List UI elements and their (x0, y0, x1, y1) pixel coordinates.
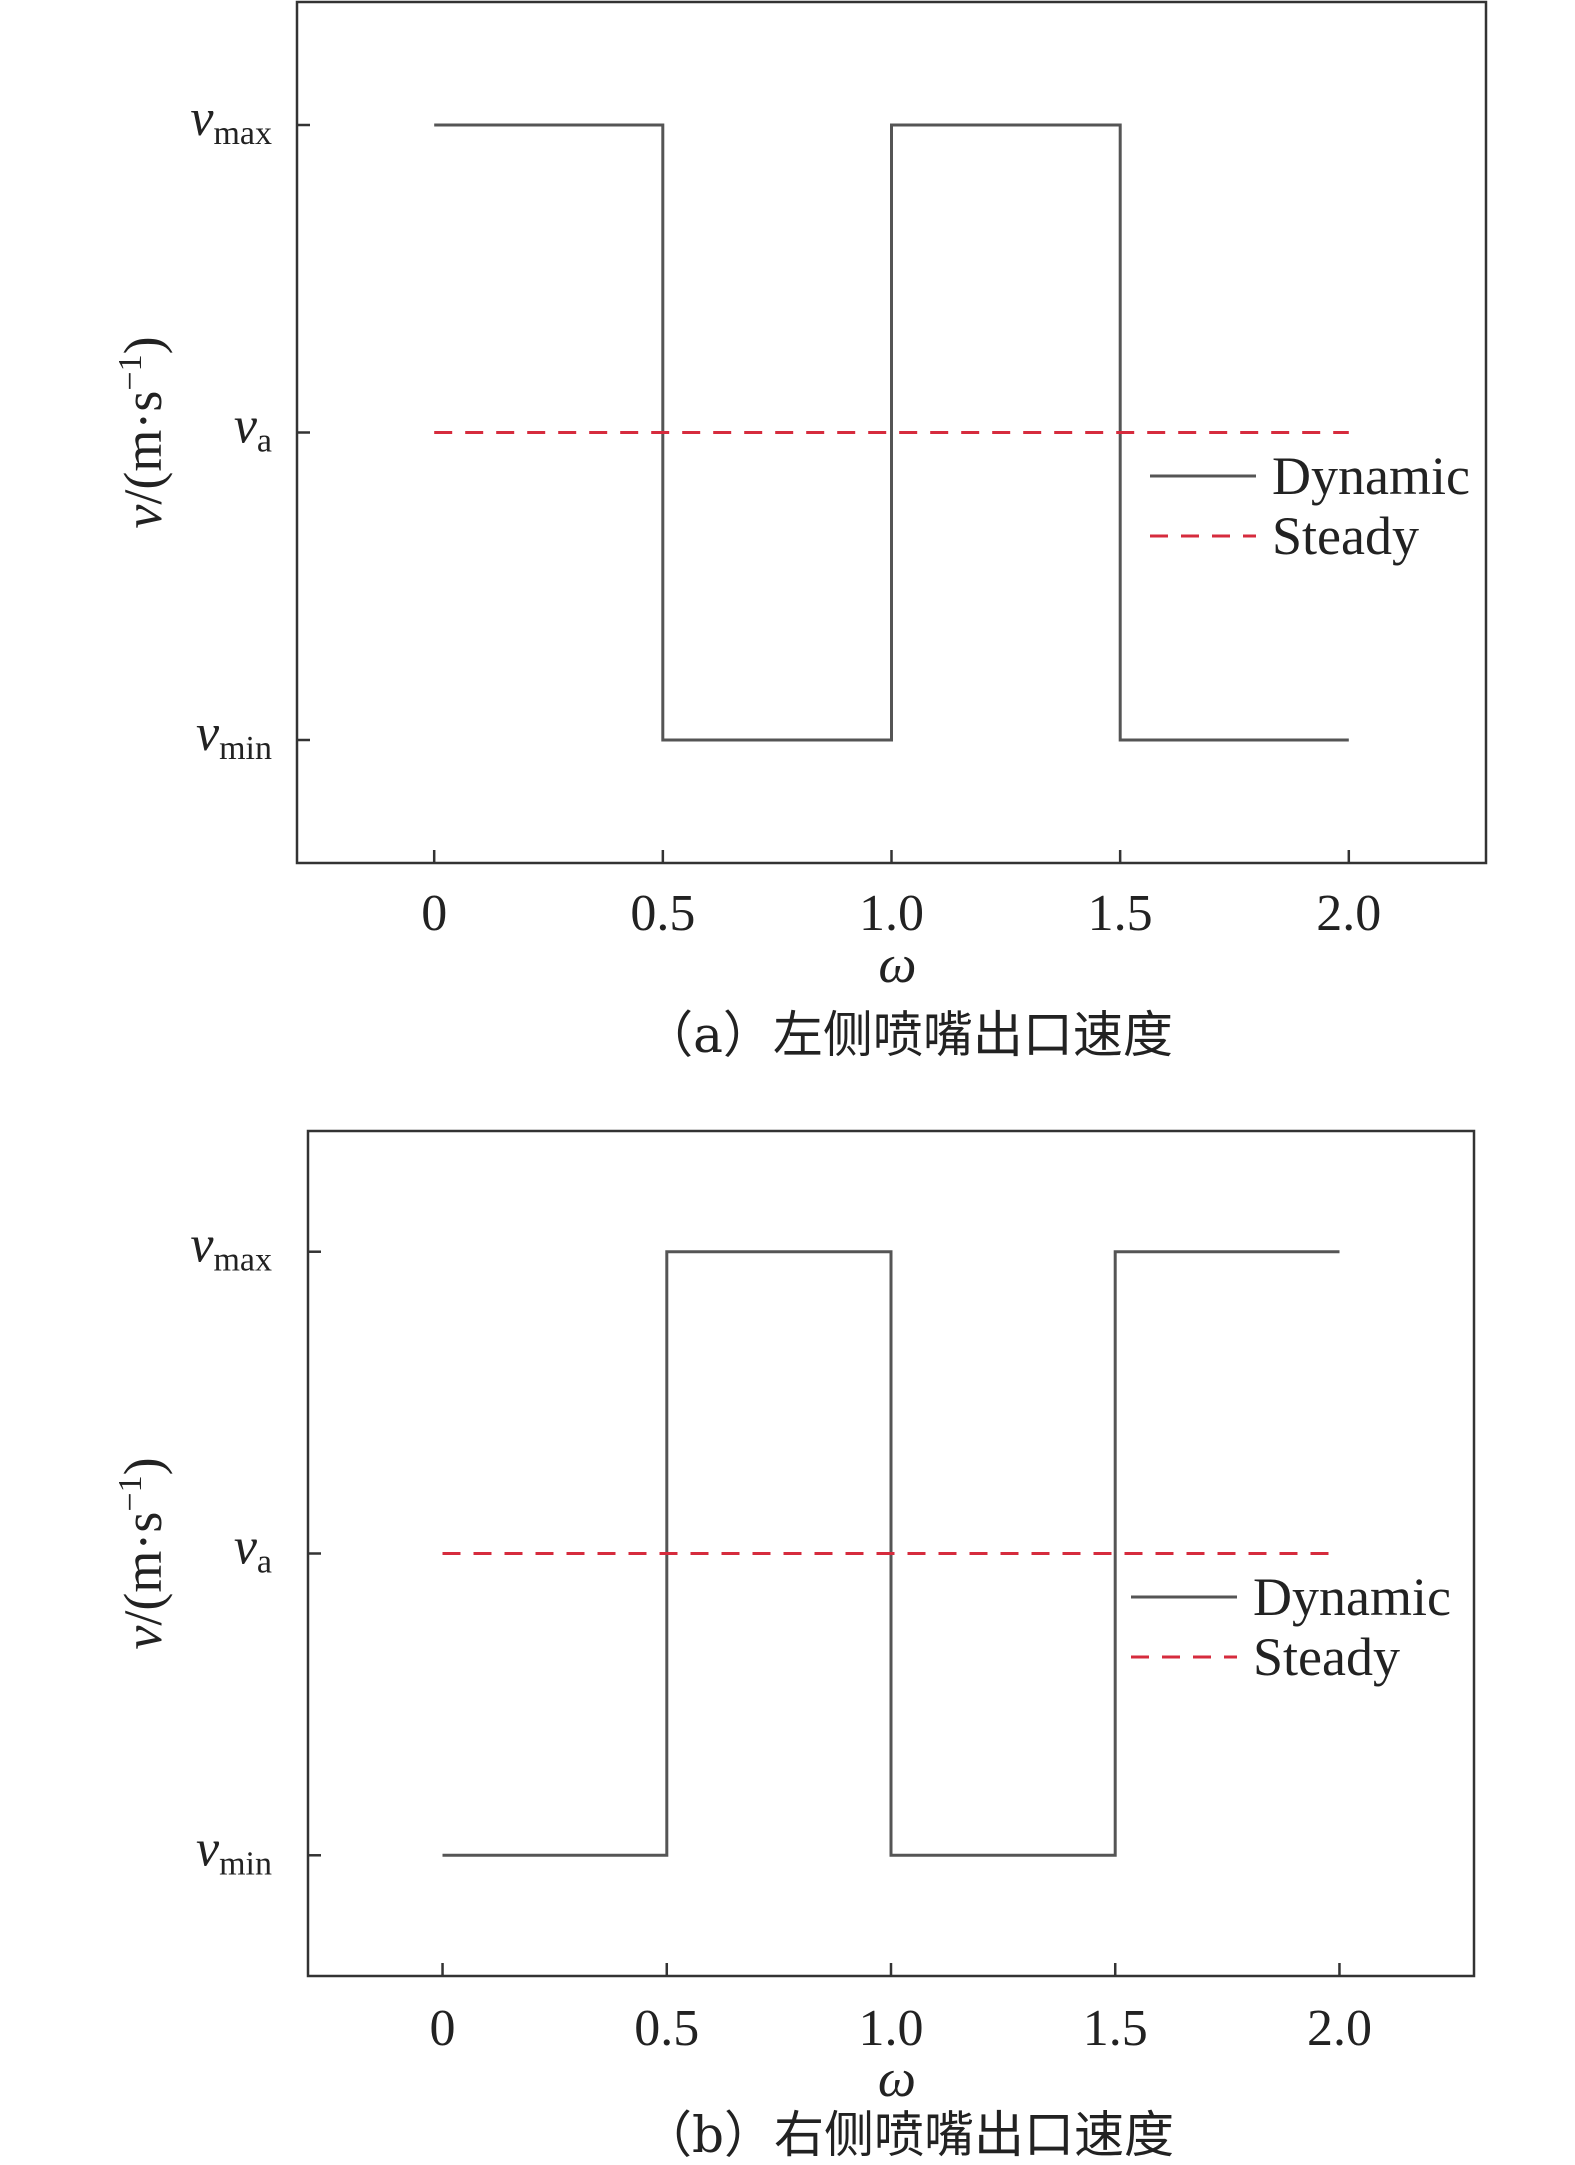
y-tick-label-sub: min (219, 730, 272, 767)
y-tick-label: vmax (190, 1217, 272, 1279)
legend-label: Steady (1253, 1627, 1400, 1687)
plot-series (434, 123, 1349, 742)
y-axis-label-unit: /(m·s (113, 1512, 173, 1626)
y-tick-label-var: v (196, 1820, 220, 1877)
x-tick-label: 1.0 (859, 2000, 924, 2057)
y-tick-label: vmin (196, 1820, 272, 1882)
y-tick-label-sub: min (219, 1845, 272, 1882)
plot-series (442, 1250, 1340, 1857)
legend-label: Dynamic (1272, 446, 1470, 506)
y-tick-label-var: v (234, 1519, 258, 1576)
x-tick-label: 1.0 (859, 885, 924, 942)
y-tick-label-sub: max (213, 1242, 272, 1279)
y-axis-label-var: v (113, 1626, 173, 1650)
x-axis-label: ω (878, 2048, 916, 2108)
y-tick-label: vmin (196, 705, 272, 767)
y-tick-label-var: v (190, 1217, 214, 1274)
x-tick-label: 2.0 (1316, 885, 1381, 942)
x-tick-label: 1.5 (1088, 885, 1153, 942)
y-axis-label: v/(m·s−1) (112, 336, 173, 528)
series-line-dynamic (434, 123, 1349, 742)
y-tick-label-sub: a (257, 423, 272, 460)
x-tick-label: 2.0 (1307, 2000, 1372, 2057)
y-axis-label-close: ) (113, 336, 173, 354)
y-tick-label-var: v (196, 705, 220, 762)
x-tick-label: 0 (421, 885, 447, 942)
figure-caption: （a）左侧喷嘴出口速度 (643, 1006, 1173, 1064)
y-tick-label: va (234, 398, 272, 460)
y-tick-label-sub: max (213, 115, 272, 152)
x-tick-label: 0.5 (630, 885, 695, 942)
y-axis-label-unit: /(m·s (113, 391, 173, 505)
y-axis-label: v/(m·s−1) (112, 1457, 173, 1649)
y-axis-label-exponent: −1 (112, 354, 149, 390)
y-axis-label-var: v (113, 505, 173, 529)
x-tick-label: 0.5 (634, 2000, 699, 2057)
x-tick-label: 1.5 (1083, 2000, 1148, 2057)
chart-panel-b: 0 0.5 1.0 1.5 2.0vminvavmaxv/(m·s−1)ωDynamic… (112, 1129, 1476, 2164)
x-axis-label: ω (878, 934, 916, 994)
y-tick-label-var: v (234, 398, 258, 455)
y-tick-label-var: v (190, 90, 214, 147)
y-axis-label-exponent: −1 (112, 1475, 149, 1511)
y-axis-label-close: ) (113, 1457, 173, 1475)
y-tick-label: va (234, 1519, 272, 1581)
y-tick-label: vmax (190, 90, 272, 152)
x-tick-label: 0 (430, 2000, 456, 2057)
legend-label: Dynamic (1253, 1567, 1451, 1627)
figure-caption: （b）右侧喷嘴出口速度 (642, 2106, 1174, 2164)
y-tick-label-sub: a (257, 1544, 272, 1581)
legend-label: Steady (1272, 506, 1419, 566)
chart-panel-a: 0 0.5 1.0 1.5 2.0vminvavmaxv/(m·s−1)ωDynamic… (112, 0, 1488, 1064)
